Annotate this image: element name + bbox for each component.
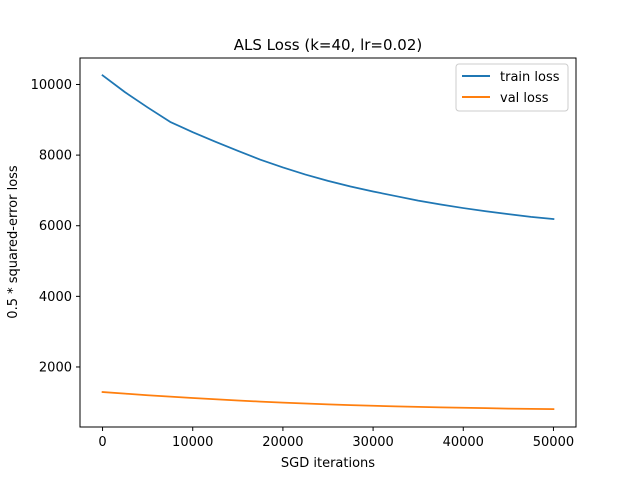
y-tick-label: 6000: [39, 219, 72, 234]
series-line-train-loss: [101, 74, 555, 220]
y-tick-label: 2000: [39, 360, 72, 375]
y-tick-label: 8000: [39, 149, 72, 164]
x-tick-label: 30000: [352, 435, 393, 450]
y-tick-label: 4000: [39, 290, 72, 305]
x-tick-label: 0: [98, 435, 106, 450]
legend-label-val-loss: val loss: [500, 91, 549, 106]
x-axis-label: SGD iterations: [281, 456, 375, 471]
x-tick-label: 50000: [533, 435, 574, 450]
axes-frame: [79, 57, 577, 428]
y-axis-label: 0.5 * squared-error loss: [6, 165, 21, 319]
x-tick-label: 10000: [172, 435, 213, 450]
x-tick-label: 40000: [443, 435, 484, 450]
x-tick-label: 20000: [262, 435, 303, 450]
legend: train loss val loss: [455, 63, 569, 112]
x-axis: 0 10000 20000 30000 40000 50000: [98, 427, 574, 450]
y-axis: 2000 4000 6000 8000 10000: [31, 78, 80, 375]
series-lines: [101, 74, 555, 411]
series-line-val-loss: [101, 391, 555, 411]
legend-label-train-loss: train loss: [500, 70, 560, 85]
plot-area: [79, 57, 577, 428]
y-tick-label: 10000: [31, 78, 72, 93]
chart-title: ALS Loss (k=40, lr=0.02): [234, 36, 422, 54]
